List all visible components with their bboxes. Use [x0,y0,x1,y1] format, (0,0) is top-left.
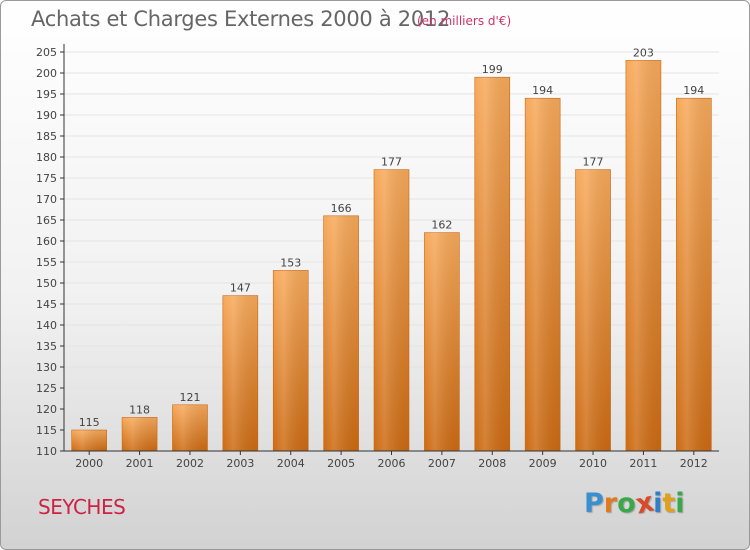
x-tick-label: 2012 [680,457,708,470]
y-tick-label: 175 [36,172,57,185]
bar-shine [676,98,712,451]
place-label: SEYCHES [38,495,126,519]
x-tick-label: 2003 [226,457,254,470]
x-tick-label: 2009 [529,457,557,470]
y-tick-label: 135 [36,340,57,353]
y-tick-label: 140 [36,319,57,332]
x-tick-label: 2008 [478,457,506,470]
bar-value-label: 177 [381,156,402,169]
y-tick-label: 145 [36,298,57,311]
logo-letter: i [653,488,663,519]
y-tick-label: 205 [36,46,57,59]
y-tick-label: 150 [36,277,57,290]
x-tick-label: 2002 [176,457,204,470]
y-tick-label: 130 [36,361,57,374]
y-tick-label: 115 [36,424,57,437]
x-tick-label: 2000 [75,457,103,470]
proxiti-logo: Proxiti [584,487,685,521]
logo-letter: r [603,488,618,519]
bar-value-label: 166 [331,202,352,215]
bar-value-label: 203 [633,46,654,59]
bar-shine [273,270,309,451]
x-tick-label: 2007 [428,457,456,470]
x-tick-label: 2010 [579,457,607,470]
bar-shine [323,215,359,451]
y-tick-label: 170 [36,193,57,206]
y-tick-label: 195 [36,88,57,101]
bar-shine [172,404,208,451]
bar-shine [122,417,158,451]
bar-shine [575,169,611,451]
y-tick-label: 200 [36,67,57,80]
bar-shine [525,98,561,451]
chart-title: Achats et Charges Externes 2000 à 2012 [31,7,451,31]
y-tick-label: 185 [36,130,57,143]
bar-value-label: 199 [482,63,503,76]
x-tick-label: 2006 [378,457,406,470]
y-tick-label: 110 [36,445,57,458]
logo-letter: o [617,488,636,519]
y-tick-label: 125 [36,382,57,395]
x-tick-label: 2004 [277,457,305,470]
y-tick-label: 165 [36,214,57,227]
x-tick-label: 2001 [126,457,154,470]
bar-value-label: 162 [431,219,452,232]
axes [60,44,719,455]
bar-value-label: 177 [583,156,604,169]
y-tick-label: 120 [36,403,57,416]
bar-shine [424,232,460,451]
y-tick-label: 190 [36,109,57,122]
bar-value-label: 115 [79,416,100,429]
bar-shine [474,77,510,451]
bar-value-label: 118 [129,403,150,416]
bar-shine [374,169,409,451]
unit-note: (en milliers d'€) [417,14,512,28]
bar-shine [222,295,258,451]
bar-value-label: 153 [280,256,301,269]
bars [71,60,712,452]
logo-letter: i [675,488,685,519]
bar-shine [71,430,107,451]
y-tick-label: 155 [36,256,57,269]
labels: 110 115 120 125 130 135 140 145 150 155 160 165 170 1… [36,46,708,470]
bar-value-label: 121 [179,391,200,404]
bar-value-label: 194 [532,84,553,97]
bar-value-label: 194 [683,84,704,97]
y-tick-label: 180 [36,151,57,164]
bar-shine [625,60,661,452]
y-tick-label: 160 [36,235,57,248]
x-tick-label: 2005 [327,457,355,470]
logo-letter: t [662,488,676,519]
x-tick-label: 2011 [629,457,657,470]
logo-letter: P [584,488,604,519]
bar-value-label: 147 [230,282,251,295]
